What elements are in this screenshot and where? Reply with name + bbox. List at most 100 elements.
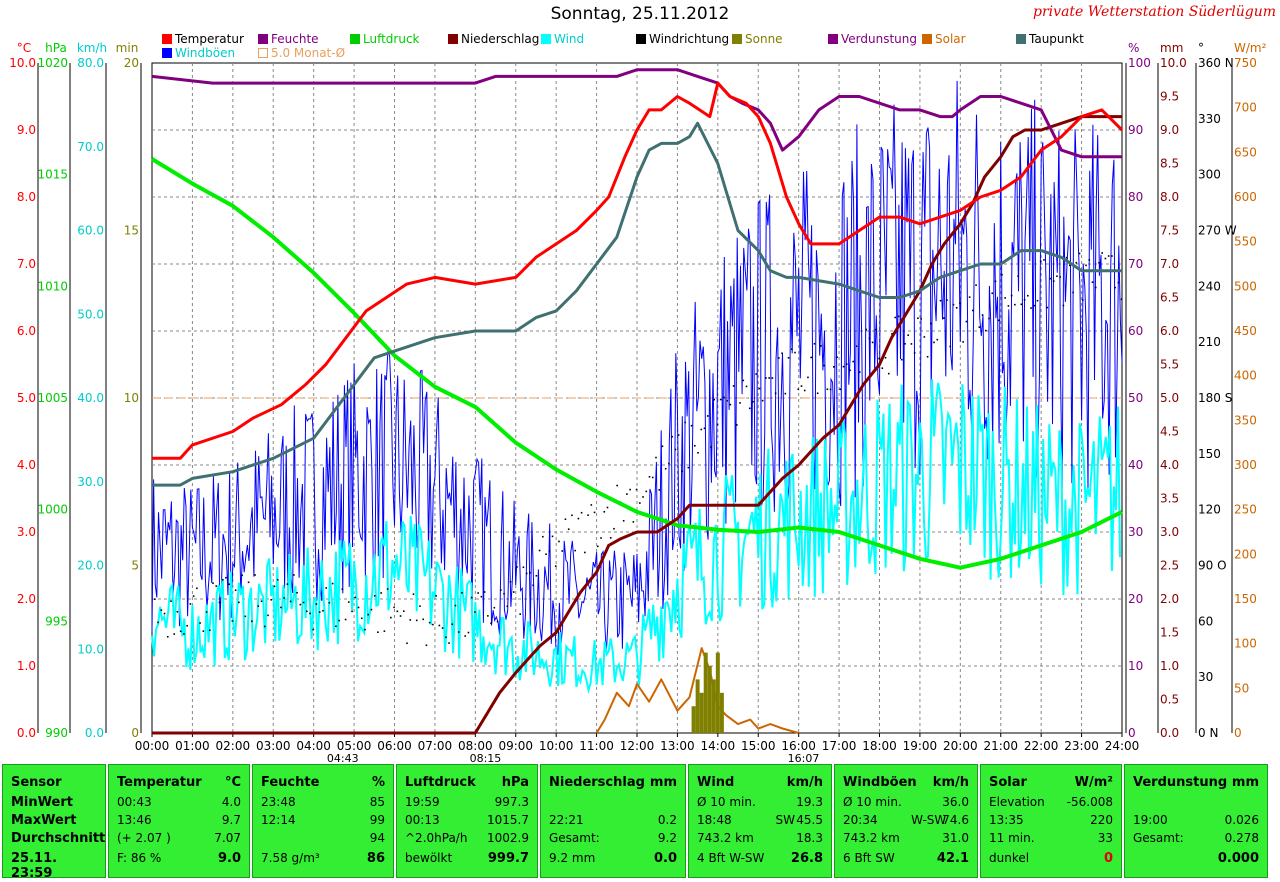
series-wind-direction-point [894, 316, 897, 319]
series-wind-direction-point [984, 329, 987, 332]
pressure-forecast: bewölkt [405, 851, 453, 865]
series-wind-direction-point [1091, 281, 1094, 284]
series-wind-direction-point [464, 635, 467, 637]
series-wind-direction-point [774, 392, 777, 395]
axis-tick-right: 250 [1234, 503, 1257, 517]
axis-tick-right: 450 [1234, 324, 1257, 338]
series-wind-direction-point [930, 322, 932, 325]
legend-swatch [162, 34, 172, 44]
axis-tick-right: 9.5 [1160, 90, 1179, 104]
series-wind-direction-point [254, 574, 256, 576]
series-wind-direction-point [726, 399, 728, 402]
series-wind-direction-point [335, 625, 337, 628]
legend-item-wind: Wind [541, 32, 584, 46]
series-wind-direction-point [593, 511, 596, 514]
axis-tick-right: 210 [1198, 335, 1221, 349]
axis-tick-right: 1.0 [1160, 659, 1179, 673]
series-wind-direction-point [293, 574, 295, 576]
series-wind-direction-point [939, 299, 942, 302]
axis-tick-right: 30 [1198, 670, 1213, 684]
axis-tick-x: 06:00 [377, 739, 412, 753]
series-wind [151, 379, 1121, 694]
series-wind-direction-point [839, 388, 842, 391]
series-wind-direction-point [745, 385, 748, 388]
solar-unit: W/m² [1074, 775, 1113, 790]
axis-tick-right: 8.5 [1160, 157, 1179, 171]
series-wind-direction-point [907, 334, 909, 336]
series-wind-direction-point [955, 307, 958, 309]
series-wind-direction-point [1107, 255, 1110, 257]
series-wind-direction-point [183, 633, 185, 635]
humidity-min: 85 [369, 795, 385, 809]
series-wind-direction-point [710, 446, 712, 448]
gusts-unit: km/h [932, 775, 969, 790]
wind-current: 26.8 [790, 851, 823, 866]
series-wind-direction-point [1111, 255, 1113, 257]
legend-item-feuchte: Feuchte [258, 32, 319, 46]
panel-rain: Niederschlag mm 22:21 0.2 Gesamt: 9.2 9.2 m… [540, 764, 686, 878]
series-wind-direction-point [225, 576, 227, 579]
series-wind-direction-point [367, 613, 370, 616]
legend-swatch [258, 48, 268, 58]
series-wind-direction-point [865, 328, 867, 331]
axis-tick-right: 240 [1198, 279, 1221, 293]
evap-total: 0.278 [1224, 831, 1259, 845]
temperature-max: 9.7 [221, 813, 241, 827]
series-sunshine-bar [695, 679, 700, 733]
series-wind-direction-point [1010, 294, 1013, 297]
series-wind-direction-point [348, 601, 350, 603]
series-wind-direction-point [234, 589, 237, 592]
series-wind-direction-point [386, 588, 389, 590]
temperature-felt: F: 86 % [117, 851, 162, 865]
pressure-min-time: 19:59 [405, 795, 440, 809]
series-wind-direction-point [768, 377, 770, 379]
axis-tick-left: 30.0 [77, 475, 104, 489]
series-wind-direction-point [273, 585, 276, 588]
axis-tick-right: 100 [1234, 637, 1257, 651]
series-wind-direction-point [186, 624, 188, 627]
series-wind-direction-point [1027, 294, 1029, 297]
row-label-avg: Durchschnitt [11, 831, 106, 846]
gusts-avg: 36.0 [942, 795, 969, 809]
series-wind-direction-point [173, 633, 176, 635]
solar-state: dunkel [989, 851, 1030, 865]
axis-tick-right: 360 N [1198, 56, 1234, 70]
series-wind-direction-point [296, 591, 298, 594]
panel-sensor: Sensor MinWert MaxWert Durchschnitt 25.1… [2, 764, 106, 881]
series-wind-direction-point [771, 377, 774, 379]
series-wind-direction-point [997, 319, 1000, 322]
series-wind-direction-point [309, 612, 311, 615]
series-wind-direction-point [836, 356, 838, 358]
evap-header: Verdunstung [1133, 775, 1228, 790]
legend-swatch [541, 34, 551, 44]
series-wind-direction-point [551, 535, 554, 538]
rain-sum: 9.2 mm [549, 851, 596, 865]
pressure-max-time: 00:13 [405, 813, 440, 827]
axis-tick-left: 50.0 [77, 307, 104, 321]
series-wind-direction-point [778, 357, 780, 359]
series-wind-direction-point [742, 379, 745, 382]
axis-tick-left: 990 [45, 726, 68, 740]
series-wind-direction-point [542, 535, 544, 538]
solar-elevation-label: Elevation [989, 795, 1045, 809]
legend-swatch [828, 34, 838, 44]
series-wind-direction-point [962, 341, 964, 343]
series-wind-direction-point [1059, 276, 1061, 278]
series-wind-direction-point [794, 351, 796, 354]
panel-gusts: Windböen km/h Ø 10 min. 36.0 20:34 W-SW 74.6… [834, 764, 978, 878]
series-wind-direction-point [697, 451, 699, 454]
row-label-min: MinWert [11, 795, 73, 810]
series-wind-direction-point [305, 610, 308, 613]
legend-label: Niederschlag [461, 32, 540, 46]
series-wind-direction-point [826, 388, 829, 391]
series-wind-direction-point [723, 396, 725, 399]
series-wind-direction-point [590, 504, 593, 506]
series-wind-direction-point [231, 620, 234, 622]
series-wind-direction-point [1043, 259, 1045, 261]
axis-tick-right: 50 [1234, 681, 1249, 695]
rain-header: Niederschlag [549, 775, 645, 790]
axis-unit-right: W/m² [1234, 41, 1267, 55]
series-wind-direction-point [545, 553, 547, 556]
series-wind-direction-point [875, 328, 877, 331]
axis-tick-left: 10.0 [77, 642, 104, 656]
